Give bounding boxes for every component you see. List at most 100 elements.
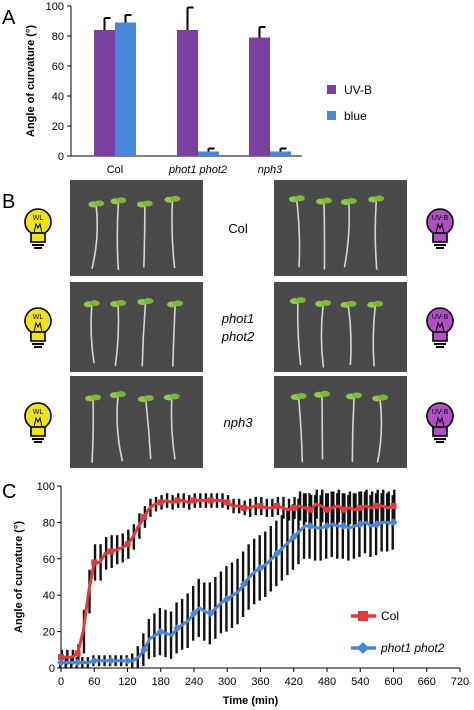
- data-point: [140, 645, 149, 654]
- x-tick-label: 60: [88, 676, 100, 688]
- data-point: [107, 548, 114, 555]
- seedling-leaf: [378, 394, 389, 401]
- data-point: [224, 499, 231, 506]
- bar-blue: [198, 151, 219, 156]
- data-point: [191, 497, 197, 504]
- seedling-stem: [114, 305, 120, 366]
- data-point: [390, 503, 397, 510]
- category-label: phot1 phot2: [168, 164, 227, 176]
- category-label: Col: [107, 164, 124, 176]
- seedling-stem: [116, 397, 124, 462]
- data-point: [207, 497, 214, 504]
- seedling-leaf: [89, 300, 100, 307]
- seedling-leaf: [294, 195, 305, 202]
- genotype-label: Col: [228, 221, 248, 236]
- seedling-leaf: [295, 297, 306, 304]
- data-point: [372, 520, 381, 529]
- seedling-stem: [372, 306, 376, 367]
- bar-uvb: [177, 30, 198, 156]
- panel-letter-a: A: [2, 7, 16, 29]
- light-bulb-wl-icon: WL: [24, 307, 52, 348]
- data-point: [389, 518, 398, 527]
- photo-wl: [70, 376, 203, 468]
- seedling-stem: [171, 201, 176, 269]
- seedling-stem: [145, 401, 152, 460]
- seedling-photo-grid: WL UV-B Col WL UV-B phot1 phot2 WL UV-B nph3: [24, 180, 454, 468]
- legend-marker: [357, 642, 369, 654]
- light-bulb-uvb-icon: UV-B: [426, 208, 454, 249]
- x-tick-label: 720: [451, 676, 469, 688]
- photo-uvb: [274, 376, 407, 468]
- seedling-leaf: [116, 197, 127, 204]
- x-tick-label: 120: [118, 676, 136, 688]
- x-tick-label: 480: [318, 676, 336, 688]
- seedling-stem: [320, 305, 325, 368]
- seedling-leaf: [94, 200, 105, 207]
- bulb-filament: [435, 416, 445, 428]
- x-tick-label: 180: [152, 676, 170, 688]
- legend-label: blue: [344, 109, 367, 123]
- y-tick-label: 80: [43, 517, 55, 529]
- genotype-label: nph3: [224, 415, 254, 430]
- light-bulb-wl-icon: WL: [24, 402, 52, 443]
- seedling-stem: [351, 398, 355, 462]
- x-tick-label: 540: [351, 676, 369, 688]
- data-point: [373, 503, 380, 510]
- y-tick-label: 40: [52, 91, 64, 103]
- bulb-filament: [33, 321, 43, 333]
- seedling-leaf: [143, 298, 154, 305]
- bar-blue: [270, 151, 291, 156]
- x-tick-label: 420: [285, 676, 303, 688]
- seedling-leaf: [170, 195, 181, 202]
- bulb-neck: [432, 426, 448, 437]
- x-tick-label: 0: [58, 676, 64, 688]
- legend-label: UV-B: [344, 83, 372, 97]
- x-tick-label: 600: [384, 676, 402, 688]
- seedling-leaf: [320, 390, 331, 397]
- bulb-glass: [24, 402, 52, 430]
- data-point: [74, 650, 81, 657]
- x-tick-label: 360: [251, 676, 269, 688]
- bulb-glass: [426, 402, 454, 430]
- y-tick-label: 60: [52, 61, 64, 73]
- data-point: [156, 627, 165, 636]
- y-tick-label: 100: [37, 481, 55, 493]
- y-tick-label: 40: [43, 590, 55, 602]
- bulb-label: UV-B: [432, 314, 449, 321]
- x-axis-title: Time (min): [223, 695, 279, 707]
- seedling-leaf: [346, 197, 357, 204]
- panel-letter-b: B: [2, 191, 15, 213]
- seedling-stem: [90, 306, 95, 364]
- seedling-stem: [296, 201, 301, 268]
- data-point: [123, 656, 132, 665]
- bulb-label: UV-B: [432, 215, 449, 222]
- data-point: [141, 513, 148, 520]
- seedling-stem: [297, 398, 304, 463]
- y-tick-label: 20: [52, 121, 64, 133]
- data-point: [223, 594, 232, 603]
- data-point: [73, 658, 82, 667]
- seedling-leaf: [374, 195, 385, 202]
- data-point: [239, 580, 248, 589]
- data-point: [307, 506, 314, 513]
- photo-wl: [70, 180, 203, 276]
- data-point: [306, 522, 315, 531]
- data-point: [174, 497, 181, 504]
- bulb-label: WL: [33, 409, 44, 416]
- data-point: [289, 532, 298, 541]
- data-point: [206, 609, 215, 618]
- bar-uvb: [249, 37, 270, 156]
- seedling-stem: [143, 206, 146, 268]
- data-point: [339, 522, 348, 531]
- genotype-label: phot1: [221, 311, 255, 326]
- time-course-chart: 0 20 40 60 80 100 0 60 120 180 240 300 360 420 480 540 6…: [13, 481, 469, 707]
- seedling-stem: [172, 306, 176, 367]
- x-tick-label: 240: [185, 676, 203, 688]
- data-point: [58, 654, 64, 661]
- data-point: [90, 656, 99, 665]
- seedling-leaf: [142, 200, 153, 207]
- x-tick-label: 300: [218, 676, 236, 688]
- seedling-stem: [116, 203, 120, 271]
- y-tick-label: 0: [58, 151, 64, 163]
